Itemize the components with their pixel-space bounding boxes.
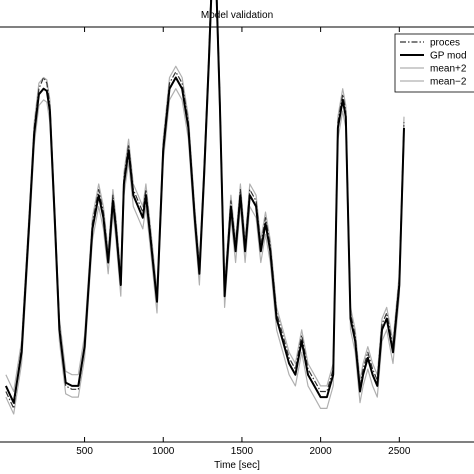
legend: proces GP mod mean+2 mean−2 (394, 33, 474, 93)
x-tick-label: 1500 (231, 446, 254, 457)
legend-entries: proces GP mod mean+2 mean−2 (400, 38, 467, 88)
legend-box (394, 33, 474, 93)
series-line-3 (5, 0, 405, 393)
x-axis-label: Time [sec] (214, 460, 260, 471)
legend-label-1: proces (430, 38, 460, 49)
series-line-4 (5, 0, 405, 415)
x-tick-label: 1000 (152, 446, 175, 457)
x-axis-ticks: 500 1000 1500 2000 2500 (76, 27, 411, 457)
plot-area: 500 1000 1500 2000 2500 (0, 0, 474, 457)
series-line-2 (4, 0, 405, 404)
legend-label-3: mean+2 (430, 64, 467, 75)
x-tick-label: 2500 (388, 446, 411, 457)
legend-label-2: GP mod (430, 51, 467, 62)
series-layer (4, 0, 405, 415)
legend-label-4: mean−2 (430, 77, 467, 88)
chart-title: Model validation (201, 10, 273, 21)
series-line-1 (5, 0, 405, 409)
x-tick-label: 500 (76, 446, 93, 457)
axes-frame (0, 26, 474, 443)
x-tick-label: 2000 (309, 446, 332, 457)
